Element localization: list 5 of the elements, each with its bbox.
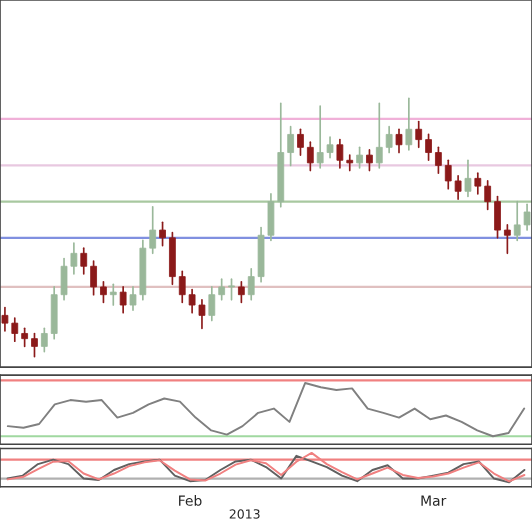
candlestick <box>356 146 363 169</box>
candlestick <box>109 283 117 306</box>
candlestick <box>366 149 373 172</box>
candlestick <box>464 159 472 198</box>
candlestick <box>237 280 245 304</box>
